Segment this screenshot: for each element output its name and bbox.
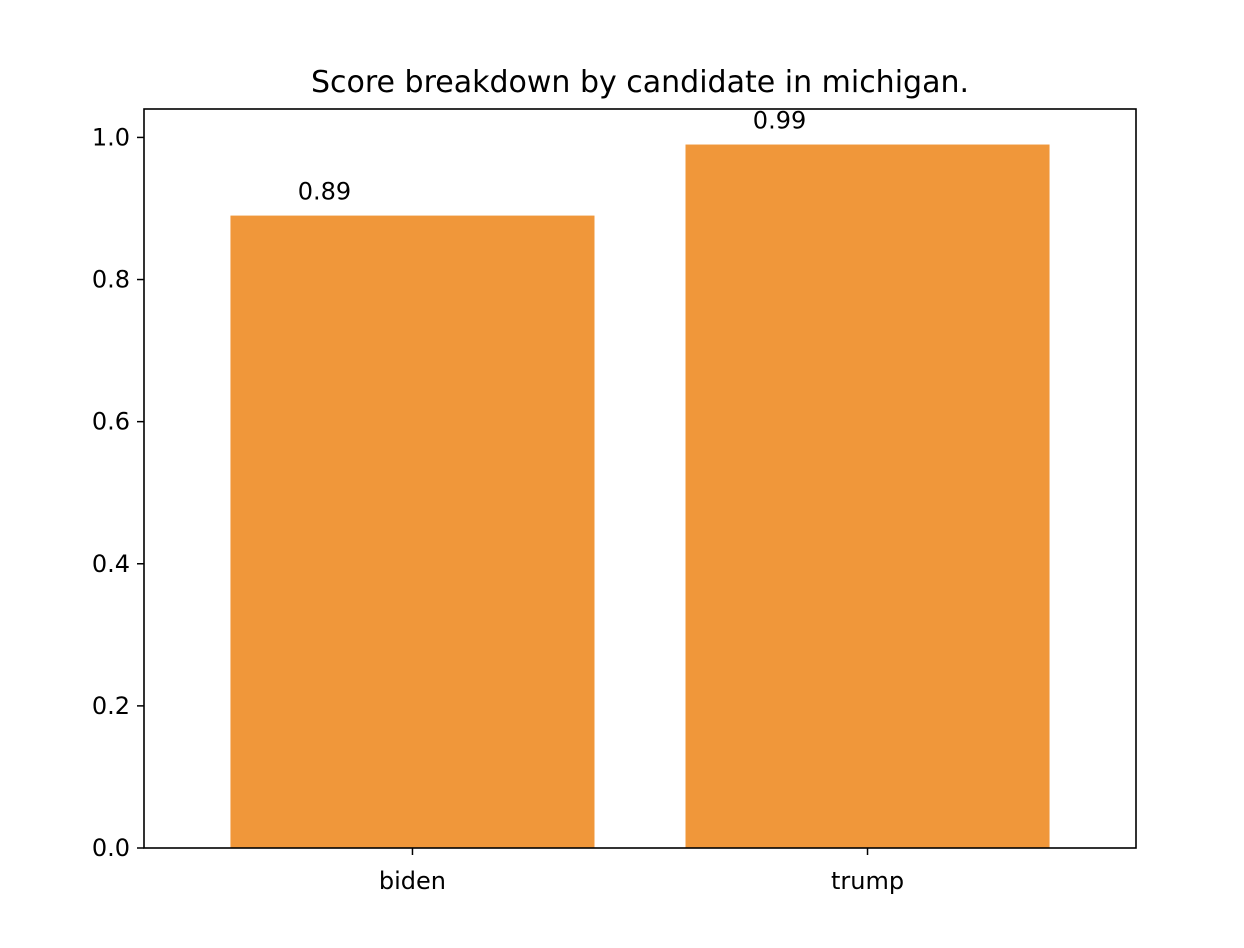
plot-frame [143, 108, 1137, 849]
y-tick-label: 0.8 [92, 266, 130, 294]
chart-title: Score breakdown by candidate in michigan… [311, 65, 969, 100]
y-tick-label: 0.6 [92, 408, 130, 436]
x-tick-label-biden: biden [379, 867, 446, 895]
data-label-biden: 0.89 [298, 178, 351, 206]
y-tick-label: 1.0 [92, 123, 130, 151]
bar-biden [230, 215, 595, 848]
bar-trump [685, 144, 1050, 849]
y-tick-label: 0.2 [92, 692, 130, 720]
data-label-trump: 0.99 [753, 107, 806, 135]
x-tick-label-trump: trump [831, 867, 904, 895]
y-tick-label: 0.0 [92, 834, 130, 862]
y-tick-label: 0.4 [92, 550, 130, 578]
plot-area: 0.89 biden 0.99 trump 0.0 0.2 0.4 0.6 0.8 1.0 [92, 107, 1137, 895]
